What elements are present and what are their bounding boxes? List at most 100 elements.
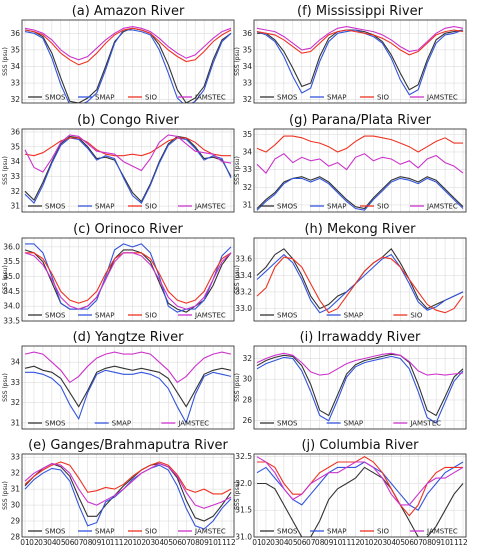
x-tick-label: 06 <box>65 538 75 547</box>
legend-entry: JAMSTEC <box>409 420 441 428</box>
legend-entry: SMAP <box>95 528 115 536</box>
legend-entry: JAMSTEC <box>194 312 226 320</box>
legend-entry: SIO <box>410 312 423 320</box>
y-tick-label: 36 <box>10 127 20 136</box>
x-tick-label: 08 <box>422 538 432 547</box>
y-tick-label: 36.0 <box>3 242 20 251</box>
y-tick-label: 33 <box>10 172 20 181</box>
series-line-sio <box>24 27 232 66</box>
plot-frame <box>21 237 235 322</box>
x-tick-label: 10 <box>208 538 218 547</box>
x-tick-label: 01 <box>20 538 30 547</box>
series-line-smap <box>256 355 464 424</box>
x-tick-label: 11 <box>217 538 227 547</box>
y-axis-label: SSS (psu) <box>234 265 241 294</box>
x-tick-label: 03 <box>38 538 48 547</box>
y-tick-label: 30 <box>10 501 20 510</box>
x-tick-label: 04 <box>387 538 397 547</box>
y-axis-label: SSS (psu) <box>234 156 241 185</box>
legend-entry: SMAP <box>344 312 364 320</box>
series-line-smap <box>256 461 464 511</box>
y-tick-label: 34.0 <box>3 302 20 311</box>
y-tick-label: 32 <box>10 469 20 478</box>
plot-frame <box>21 19 235 104</box>
x-tick-label: 12 <box>458 538 468 547</box>
x-tick-label: 02 <box>29 538 39 547</box>
y-tick-label: 34 <box>242 147 252 156</box>
y-tick-label: 28 <box>10 533 20 542</box>
legend-entry: JAMSTEC <box>194 528 226 536</box>
legend-entry: SIO <box>377 94 390 102</box>
plot-frame <box>21 128 235 213</box>
y-tick-label: 33.4 <box>235 271 252 280</box>
legend-entry: SMOS <box>277 420 298 428</box>
series-line-jamstec <box>24 462 232 509</box>
legend-entry: SMOS <box>277 312 298 320</box>
legend-entry: JAMSTEC <box>426 528 458 536</box>
x-tick-label: 06 <box>172 538 182 547</box>
x-tick-label: 09 <box>324 538 334 547</box>
y-axis-label: SSS (psu) <box>234 373 241 402</box>
y-tick-label: 32 <box>242 183 252 192</box>
x-tick-label: 10 <box>333 538 343 547</box>
subplot-5: (h) Mekong River 33.0 33.2 33.4 33.6 SSS (psu… <box>234 222 467 322</box>
x-tick-label: 10 <box>101 538 111 547</box>
x-tick-label: 05 <box>56 538 66 547</box>
series-line-sio <box>256 135 463 153</box>
y-tick-label: 36 <box>10 29 20 38</box>
subplot-title: (c) Orinoco River <box>73 222 183 237</box>
legend-entry: SMOS <box>45 528 66 536</box>
subplot-title: (f) Mississippi River <box>297 4 424 19</box>
x-tick-label: 12 <box>351 538 361 547</box>
series-line-smos <box>24 365 232 408</box>
x-tick-label: 09 <box>92 538 102 547</box>
series-line-jamstec <box>24 134 232 173</box>
x-tick-label: 08 <box>83 538 93 547</box>
x-tick-label: 11 <box>449 538 459 547</box>
subplot-3: (g) Parana/Plata River 31 32 33 34 35 SSS (psu… <box>234 113 467 213</box>
series-line-smos <box>24 27 232 103</box>
legend-entry: SMAP <box>95 203 115 211</box>
plot-frame <box>253 237 467 322</box>
y-tick-label: 31 <box>10 202 20 211</box>
x-tick-label: 08 <box>190 538 200 547</box>
subplot-8: (e) Ganges/Brahmaputra River 28 29 30 31 32 33… <box>2 438 236 547</box>
subplot-2: (b) Congo River 31 32 33 34 35 36 SSS (psu) SMOS… <box>2 113 235 213</box>
subplot-title: (b) Congo River <box>77 113 179 128</box>
x-tick-label: 11 <box>110 538 120 547</box>
y-tick-label: 31 <box>242 200 252 209</box>
series-line-smap <box>25 369 232 425</box>
y-tick-label: 33.5 <box>3 317 20 326</box>
series-line-sio <box>256 29 464 56</box>
legend-entry: SIO <box>377 203 390 211</box>
y-tick-label: 34 <box>242 62 252 71</box>
legend-entry: SMAP <box>344 420 364 428</box>
series-line-smos <box>24 462 232 522</box>
series-line-sio <box>25 252 232 304</box>
x-tick-label: 02 <box>137 538 147 547</box>
y-tick-label: 33 <box>10 378 20 387</box>
y-tick-label: 34 <box>10 157 20 166</box>
y-tick-label: 32 <box>10 95 20 104</box>
legend-entry: SMAP <box>95 312 115 320</box>
y-tick-label: 31 <box>10 418 20 427</box>
subplot-0: (a) Amazon River 32 33 34 35 36 SSS (psu) SMOS S… <box>2 4 235 104</box>
series-line-smos <box>257 29 464 91</box>
x-tick-label: 06 <box>404 538 414 547</box>
y-tick-label: 35 <box>242 45 252 54</box>
y-axis-label: SSS (psu) <box>234 47 241 76</box>
y-tick-label: 36 <box>242 29 252 38</box>
series-line-smos <box>257 466 464 537</box>
legend-entry: SMOS <box>277 203 298 211</box>
y-tick-label: 33 <box>10 453 20 462</box>
y-axis-label: SSS (psu) <box>234 481 241 510</box>
subplot-title: (h) Mekong River <box>304 222 416 237</box>
y-tick-label: 32.0 <box>235 479 252 488</box>
y-tick-label: 31 <box>10 485 20 494</box>
x-tick-label: 09 <box>199 538 209 547</box>
series-line-sio <box>24 461 232 495</box>
series-line-smap <box>24 137 232 205</box>
y-axis-label: SSS (psu) <box>2 373 9 402</box>
x-tick-label: 05 <box>164 538 174 547</box>
plot-frame <box>253 345 467 430</box>
